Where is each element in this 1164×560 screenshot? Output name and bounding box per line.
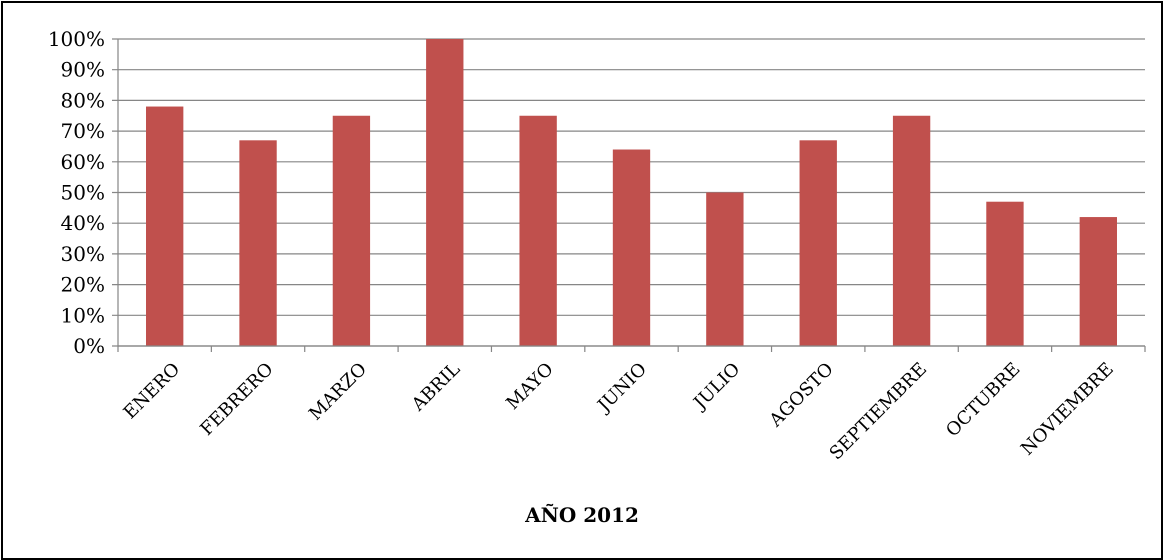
bar	[799, 140, 837, 346]
x-tick-label: FEBRERO	[196, 359, 277, 440]
bars	[146, 39, 1117, 346]
y-tick-label: 10%	[61, 303, 105, 327]
y-tick-label: 30%	[61, 242, 105, 266]
x-tick-label: ENERO	[120, 359, 185, 424]
bar	[706, 192, 744, 346]
y-tick-label: 70%	[61, 119, 105, 143]
bar	[986, 201, 1024, 346]
x-axis-title: AÑO 2012	[524, 503, 639, 527]
x-tick-label: SEPTIEMBRE	[826, 359, 932, 465]
y-tick-label: 0%	[73, 334, 105, 358]
x-tick-label: OCTUBRE	[942, 359, 1024, 441]
bar	[612, 149, 651, 346]
y-tick-label: 40%	[61, 211, 105, 235]
bar	[1079, 217, 1117, 346]
axes	[117, 39, 1146, 352]
y-tick-label: 100%	[48, 27, 105, 51]
x-tick-label: JULIO	[688, 359, 744, 415]
y-tick-label: 20%	[61, 273, 105, 297]
x-tick-label: ABRIL	[407, 359, 464, 416]
bar	[426, 39, 464, 346]
x-tick-label: MARZO	[305, 359, 371, 425]
y-tick-label: 80%	[61, 88, 105, 112]
bar	[892, 115, 931, 346]
bar	[519, 115, 557, 346]
y-tick-label: 90%	[61, 58, 105, 82]
y-tick-label: 50%	[61, 181, 105, 205]
bar	[332, 115, 371, 346]
x-tick-label: MAYO	[502, 359, 557, 414]
x-tick-label: NOVIEMBRE	[1017, 359, 1118, 460]
y-tick-labels: 0% 10% 20% 30% 40% 50% 60% 70% 80% 90% 100%	[48, 27, 105, 358]
bar	[239, 140, 277, 346]
x-tick-label: JUNIO	[592, 359, 651, 418]
x-tick-labels: ENERO FEBRERO MARZO ABRIL MAYO JUNIO JULIO AGOS…	[120, 359, 1118, 465]
x-tick-label: AGOSTO	[765, 359, 838, 432]
bar	[146, 106, 184, 346]
y-tick-label: 60%	[61, 150, 105, 174]
